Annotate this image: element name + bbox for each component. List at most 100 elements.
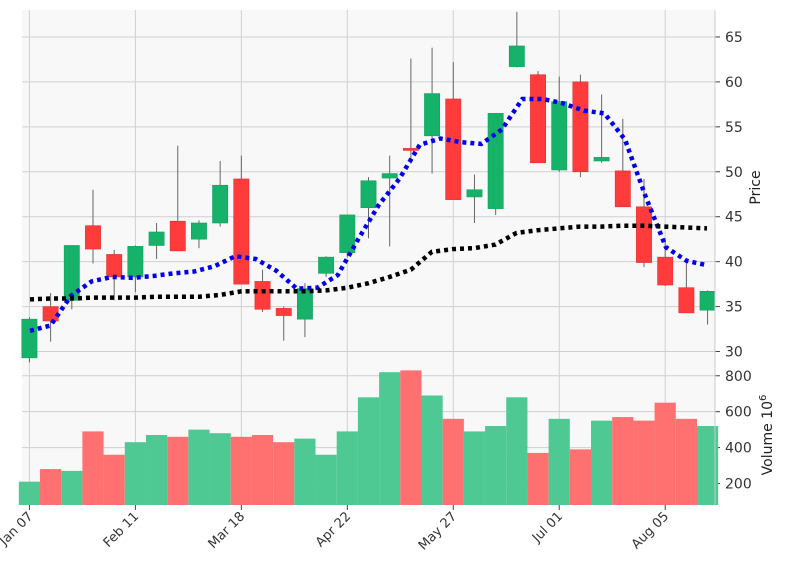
volume-axis-exponent: 6: [758, 395, 769, 401]
candle-body: [127, 246, 144, 278]
moving-average-long-line: [29, 223, 708, 302]
volume-bar: [82, 431, 104, 505]
x-tick-label: Apr 22: [313, 509, 354, 550]
volume-bar: [273, 442, 295, 505]
candle: [487, 113, 504, 215]
volume-bar: [548, 418, 570, 505]
candle-body: [296, 288, 313, 320]
volume-bar: [569, 449, 592, 505]
x-tick-label: Jul 01: [529, 509, 566, 546]
candle-body: [85, 225, 101, 250]
candle-body: [191, 222, 207, 240]
candle-body: [402, 148, 419, 151]
candle-body: [169, 220, 186, 252]
candle: [508, 11, 525, 68]
volume-bar: [145, 435, 168, 505]
candle: [21, 317, 38, 363]
volume-tick-label: 200: [725, 476, 752, 492]
price-tick-label: 65: [725, 30, 743, 46]
volume-bar: [294, 438, 316, 505]
candle: [466, 174, 483, 223]
candle: [148, 223, 165, 259]
candle: [212, 160, 229, 227]
price-tick-label: 50: [725, 165, 743, 181]
volume-tick-label: 600: [725, 405, 752, 421]
candle-body: [424, 93, 441, 137]
candle: [381, 155, 398, 247]
volume-bar: [591, 420, 613, 505]
candle: [572, 74, 589, 178]
candle-body: [466, 189, 483, 198]
candle-body: [339, 214, 356, 253]
volume-bar: [442, 418, 464, 505]
candle: [445, 62, 462, 200]
x-tick-label: May 27: [416, 509, 460, 553]
candle: [530, 71, 546, 164]
candle-body: [593, 157, 610, 162]
candle: [63, 245, 80, 310]
volume-bar: [336, 431, 358, 505]
candle: [127, 245, 144, 293]
candle: [254, 269, 271, 312]
candle-body: [360, 180, 377, 209]
x-tick-label: Mar 18: [206, 509, 249, 552]
candle: [275, 306, 292, 341]
candle: [636, 178, 652, 268]
candle-body: [530, 74, 546, 164]
price-tick-label: 60: [725, 75, 743, 91]
price-tick-label: 45: [725, 210, 743, 226]
candle-body: [657, 256, 674, 286]
candle: [42, 293, 59, 342]
candle-body: [318, 256, 335, 274]
candle-body: [678, 287, 695, 314]
volume-bar: [209, 433, 231, 505]
candle: [360, 177, 377, 239]
moving-average-short-line: [29, 96, 708, 334]
volume-bar: [40, 469, 62, 505]
price-axis-label: Price: [748, 170, 764, 204]
price-tick-label: 55: [725, 120, 743, 136]
volume-bar: [696, 426, 719, 505]
candle-body: [508, 45, 525, 67]
volume-bar: [633, 420, 655, 505]
volume-bar: [61, 470, 83, 505]
volume-bar: [315, 454, 337, 505]
volume-bar: [230, 436, 252, 505]
volume-bar: [167, 436, 189, 505]
candle-body: [381, 173, 398, 179]
volume-bar: [675, 418, 697, 505]
candle: [169, 145, 186, 252]
volume-bar: [400, 370, 422, 505]
volume-bar: [527, 452, 549, 505]
volume-bar: [463, 431, 486, 505]
volume-bar: [485, 426, 507, 505]
volume-bar: [421, 395, 443, 505]
candle: [191, 220, 207, 249]
volume-bar: [124, 442, 146, 505]
candle: [678, 262, 695, 314]
candle-body: [572, 81, 589, 173]
price-tick-label: 35: [725, 300, 743, 316]
volume-bar: [18, 481, 41, 505]
volume-axis-label: Volume 106: [758, 395, 776, 476]
candle-body: [212, 184, 229, 224]
candle-body: [106, 254, 123, 278]
volume-bar: [188, 429, 210, 505]
candle: [339, 214, 356, 258]
candle-body: [636, 206, 652, 263]
x-tick-label: Jan 07: [0, 509, 36, 549]
candle: [699, 290, 716, 325]
x-tick-label: Feb 11: [101, 509, 143, 551]
volume-bar: [506, 397, 528, 505]
candle: [318, 256, 335, 277]
candle-body: [551, 101, 568, 171]
volume-bar: [251, 435, 274, 505]
x-tick-label: Aug 05: [629, 509, 672, 552]
candle-body: [21, 318, 38, 359]
candle-body: [233, 178, 250, 285]
candle: [614, 118, 631, 208]
volume-bar: [654, 402, 676, 505]
candle-body: [148, 231, 165, 246]
